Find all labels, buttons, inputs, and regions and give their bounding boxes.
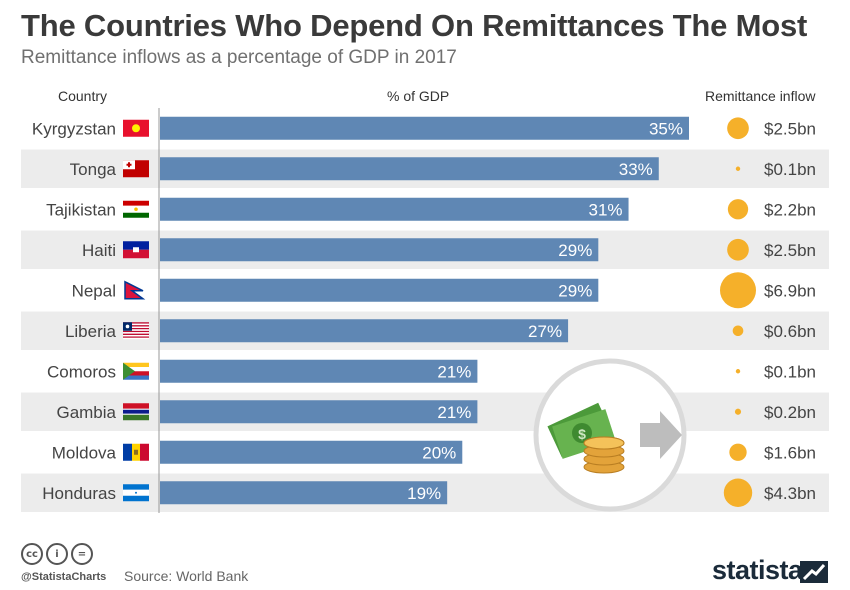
bar-value-label: 29% bbox=[558, 241, 592, 260]
remittance-bar-chart: Kyrgyzstan 35% $2.5bn Tonga 33% $0.1bn Tajikis… bbox=[21, 108, 829, 513]
attribution-icon: i bbox=[46, 543, 68, 565]
bar bbox=[160, 116, 689, 140]
inflow-label: $4.3bn bbox=[764, 484, 816, 503]
inflow-bubble bbox=[720, 272, 756, 309]
inflow-label: $1.6bn bbox=[764, 443, 816, 462]
inflow-bubble bbox=[727, 117, 749, 140]
inflow-label: $0.2bn bbox=[764, 403, 816, 422]
category-label: Liberia bbox=[65, 322, 117, 341]
svg-text:$: $ bbox=[578, 426, 586, 442]
bar bbox=[160, 440, 463, 464]
statista-logo[interactable]: statista bbox=[712, 555, 803, 585]
inflow-bubble bbox=[735, 369, 741, 374]
category-label: Moldova bbox=[52, 443, 117, 462]
inflow-label: $2.5bn bbox=[764, 241, 816, 260]
liberia-flag-icon bbox=[123, 322, 149, 340]
inflow-label: $0.1bn bbox=[764, 362, 816, 381]
cc-icon: cc bbox=[21, 543, 43, 565]
chart-title: The Countries Who Depend On Remittances … bbox=[21, 8, 808, 43]
bar-value-label: 27% bbox=[528, 322, 562, 341]
honduras-flag-icon bbox=[123, 484, 149, 502]
inflow-bubble bbox=[735, 166, 741, 171]
bar bbox=[160, 278, 599, 302]
inflow-bubble bbox=[732, 325, 744, 337]
category-label: Kyrgyzstan bbox=[32, 119, 116, 138]
category-label: Tonga bbox=[70, 160, 117, 179]
category-label: Haiti bbox=[82, 241, 116, 260]
statista-logo-mark-icon bbox=[800, 561, 828, 583]
kyrgyzstan-flag-icon bbox=[123, 119, 149, 137]
license-icons: cc i = bbox=[21, 543, 93, 565]
tonga-flag-icon bbox=[123, 160, 149, 178]
inflow-bubble bbox=[729, 443, 747, 461]
inflow-label: $0.6bn bbox=[764, 322, 816, 341]
inflow-label: $2.5bn bbox=[764, 119, 816, 138]
chart-subtitle: Remittance inflows as a percentage of GD… bbox=[21, 47, 457, 68]
column-header-country: Country bbox=[58, 88, 108, 104]
inflow-label: $2.2bn bbox=[764, 200, 816, 219]
inflow-label: $0.1bn bbox=[764, 160, 816, 179]
inflow-bubble bbox=[723, 478, 753, 507]
bar bbox=[160, 157, 659, 181]
inflow-label: $6.9bn bbox=[764, 281, 816, 300]
comoros-flag-icon bbox=[123, 362, 149, 380]
bar-value-label: 29% bbox=[558, 281, 592, 300]
haiti-flag-icon bbox=[123, 241, 149, 259]
bar-value-label: 35% bbox=[649, 119, 683, 138]
bar bbox=[160, 319, 569, 343]
category-label: Honduras bbox=[42, 484, 116, 503]
bar bbox=[160, 359, 478, 383]
nepal-flag-icon bbox=[124, 280, 146, 300]
bar-value-label: 19% bbox=[407, 484, 441, 503]
bar-value-label: 21% bbox=[437, 403, 471, 422]
bar-value-label: 31% bbox=[589, 200, 623, 219]
bar bbox=[160, 481, 448, 505]
category-label: Tajikistan bbox=[46, 200, 116, 219]
category-label: Nepal bbox=[72, 281, 116, 300]
bar bbox=[160, 238, 599, 262]
column-header-inflow: Remittance inflow bbox=[705, 88, 816, 104]
inflow-bubble bbox=[727, 238, 749, 261]
inflow-bubble bbox=[727, 199, 749, 220]
column-header-percent: % of GDP bbox=[387, 88, 450, 104]
tajikistan-flag-icon bbox=[123, 200, 149, 218]
statista-charts-handle[interactable]: @StatistaCharts bbox=[21, 571, 107, 583]
bar bbox=[160, 197, 629, 221]
no-derivatives-icon: = bbox=[71, 543, 93, 565]
inflow-bubble bbox=[734, 408, 742, 415]
bar-value-label: 21% bbox=[437, 362, 471, 381]
bar-value-label: 33% bbox=[619, 160, 653, 179]
gambia-flag-icon bbox=[123, 403, 149, 421]
bar-value-label: 20% bbox=[422, 443, 456, 462]
category-label: Gambia bbox=[56, 403, 116, 422]
source-note: Source: World Bank bbox=[124, 568, 249, 584]
money-transfer-icon: $ bbox=[533, 358, 687, 512]
bar bbox=[160, 400, 478, 424]
category-label: Comoros bbox=[47, 362, 116, 381]
moldova-flag-icon bbox=[123, 443, 149, 461]
